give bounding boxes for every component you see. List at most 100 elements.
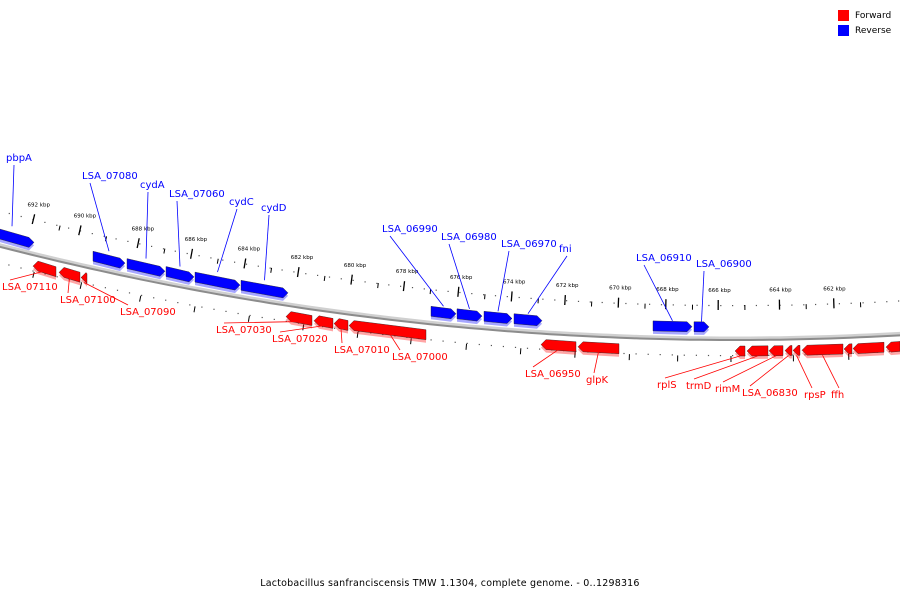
kbp-tick-label: 692 kbp [28,203,51,209]
gene-arrow-LSA_07030[interactable] [285,311,313,329]
gene-arrow-cydD[interactable] [240,280,289,301]
kbp-tick-label: 688 kbp [132,227,155,233]
gene-arrow-LSA_06980[interactable] [456,308,483,325]
gene-arrow-LSA_06830[interactable] [784,345,793,359]
gene-label-group[interactable]: LSA_07060 [169,189,225,267]
gene-label[interactable]: LSA_07060 [169,189,225,200]
gene-label[interactable]: LSA_07080 [82,171,138,182]
gene-label[interactable]: LSA_07030 [216,325,272,336]
gene-label-group[interactable]: rplS [657,355,741,391]
gene-label-group[interactable]: LSA_06830 [742,355,798,399]
gene-arrow-unlabeled-gene[interactable] [843,343,853,357]
gene-label[interactable]: LSA_07110 [2,282,58,293]
kbp-tick: 666 kbp [708,288,731,310]
gene-label[interactable]: trmD [686,381,712,392]
kbp-tick: 688 kbp [132,227,155,249]
gene-label-group[interactable]: trmD [686,355,758,392]
gene-arrow-rpsP[interactable] [792,345,801,359]
gene-arrow-unlabeled-gene[interactable] [852,341,885,357]
gene-label-group[interactable]: LSA_07100 [60,277,116,306]
gene-label[interactable]: LSA_07090 [120,307,176,318]
label-leader-line [448,243,470,309]
gene-arrow-LSA_06950[interactable] [540,339,577,355]
kbp-tick-label: 690 kbp [74,214,97,220]
gene-label[interactable]: cydD [261,203,287,214]
gene-label-group[interactable]: LSA_06950 [525,349,581,380]
gene-label-group[interactable]: LSA_06910 [636,253,692,322]
gene-label-group[interactable]: rimM [715,355,777,395]
gene-arrow-LSA_07010[interactable] [333,318,349,334]
gene-label-group[interactable]: cydA [140,180,165,259]
gene-arrow-trmD[interactable] [746,345,769,359]
gene-label-group[interactable]: LSA_07090 [83,282,176,318]
gene-label-group[interactable]: ffh [822,355,845,401]
gene-arrow-LSA_07060[interactable] [165,266,195,285]
gene-label-group[interactable]: LSA_07110 [2,270,58,293]
gene-label-group[interactable]: LSA_07020 [272,325,328,345]
label-leader-line [11,164,15,227]
gene-arrow-LSA_06900[interactable] [693,321,710,335]
gene-label[interactable]: fni [559,244,572,255]
gene-label[interactable]: cydA [140,180,165,191]
gene-label-group[interactable]: LSA_06990 [382,224,444,307]
gene-label-group[interactable]: LSA_07000 [387,330,448,363]
legend-item-forward: Forward [838,8,891,23]
gene-label-group[interactable]: glpK [586,351,608,386]
gene-arrow-LSA_07100[interactable] [58,267,81,286]
gene-arrow-LSA_07000[interactable] [348,320,427,343]
gene-arrow-fni[interactable] [513,313,543,329]
gene-features [0,226,900,359]
gene-label[interactable]: LSA_07010 [334,345,390,356]
gene-label[interactable]: LSA_06910 [636,253,692,264]
gene-label[interactable]: LSA_06950 [525,369,581,380]
gene-label[interactable]: LSA_07100 [60,295,116,306]
gene-label-group[interactable]: LSA_07080 [82,171,138,252]
gene-label[interactable]: ffh [831,390,844,401]
gene-label[interactable]: rimM [715,384,740,395]
gene-arrow-cydA[interactable] [126,258,166,280]
gene-label[interactable]: LSA_06970 [501,239,557,250]
gene-label-group[interactable]: LSA_06900 [696,259,752,322]
gene-label[interactable]: LSA_07020 [272,334,328,345]
gene-label-group[interactable]: fni [527,244,572,314]
reverse-swatch [838,25,849,36]
gene-arrow-cydC[interactable] [194,271,241,294]
gene-label-group[interactable]: LSA_06970 [497,239,557,312]
gene-label[interactable]: rplS [657,380,677,391]
gene-arrow-LSA_07090[interactable] [80,272,88,287]
gene-label[interactable]: LSA_06900 [696,259,752,270]
gene-arrow-ffh[interactable] [801,343,844,359]
gene-label-group[interactable]: cydC [217,197,254,273]
kbp-tick-label: 676 kbp [450,275,473,281]
gene-label-group[interactable]: LSA_07030 [216,321,300,336]
gene-label[interactable]: rpsP [804,390,826,401]
gene-label[interactable]: LSA_06990 [382,224,438,235]
gene-arrow-LSA_06970[interactable] [483,311,513,327]
kbp-ticks: 692 kbp 690 kbp 688 kbp 686 kbp 684 kbp 682 k… [28,203,862,362]
gene-label[interactable]: glpK [586,375,608,386]
gene-arrow-LSA_07110[interactable] [32,260,57,280]
gene-arrow-LSA_07020[interactable] [313,315,334,332]
gene-label-group[interactable]: rpsP [796,355,826,401]
gene-label[interactable]: pbpA [6,153,32,164]
gene-arrow-LSA_06990[interactable] [430,306,457,322]
gene-label[interactable]: cydC [229,197,254,208]
gene-label-group[interactable]: pbpA [6,153,32,227]
gene-label-group[interactable]: LSA_07010 [334,328,390,356]
gene-arrow-rimM[interactable] [768,345,784,359]
gene-arrow-LSA_06910[interactable] [652,320,693,335]
label-leader-line [89,182,110,252]
legend: Forward Reverse [838,8,891,38]
label-leader-line [340,328,343,344]
gene-label[interactable]: LSA_06980 [441,232,497,243]
gene-arrow-glpK[interactable] [577,341,620,357]
gene-arrow-pbpA[interactable] [0,226,35,251]
gene-arrow-LSA_07080[interactable] [92,250,126,272]
label-leader-line [145,191,149,259]
gene-label-group[interactable]: LSA_06980 [441,232,497,309]
gene-label-group[interactable]: cydD [261,203,287,281]
gene-arrow-unlabeled-gene[interactable] [885,341,900,356]
gene-label[interactable]: LSA_07000 [392,352,448,363]
gene-label[interactable]: LSA_06830 [742,388,798,399]
